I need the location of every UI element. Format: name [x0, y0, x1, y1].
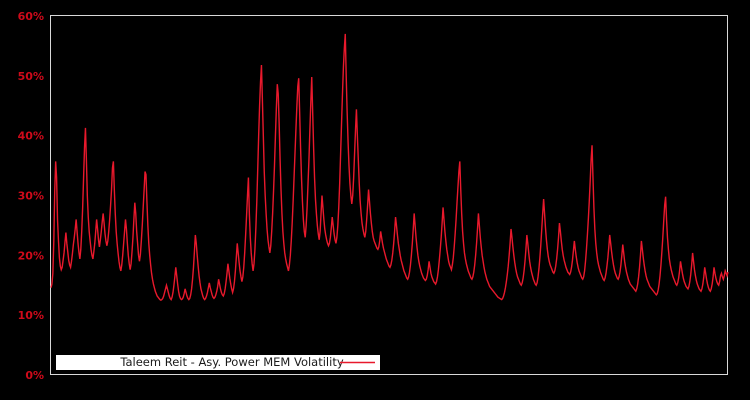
- legend-label: Taleem Reit - Asy. Power MEM Volatility: [119, 355, 343, 369]
- series-line-0: [50, 33, 729, 302]
- legend-background: [56, 355, 380, 370]
- chart-legend[interactable]: Taleem Reit - Asy. Power MEM Volatility: [56, 355, 380, 370]
- y-axis-tick-0: 0%: [25, 369, 44, 382]
- y-axis-tick-40: 40%: [18, 130, 44, 143]
- y-axis-tick-30: 30%: [18, 190, 44, 203]
- y-axis-tick-20: 20%: [18, 249, 44, 262]
- y-axis-tick-labels: 0% 10% 20% 30% 40% 50% 60%: [18, 10, 44, 382]
- series-group: [50, 33, 729, 302]
- y-axis-tick-50: 50%: [18, 70, 44, 83]
- y-axis-tick-10: 10%: [18, 309, 44, 322]
- y-axis-tick-60: 60%: [18, 10, 44, 23]
- plot-area-frame: [50, 15, 728, 375]
